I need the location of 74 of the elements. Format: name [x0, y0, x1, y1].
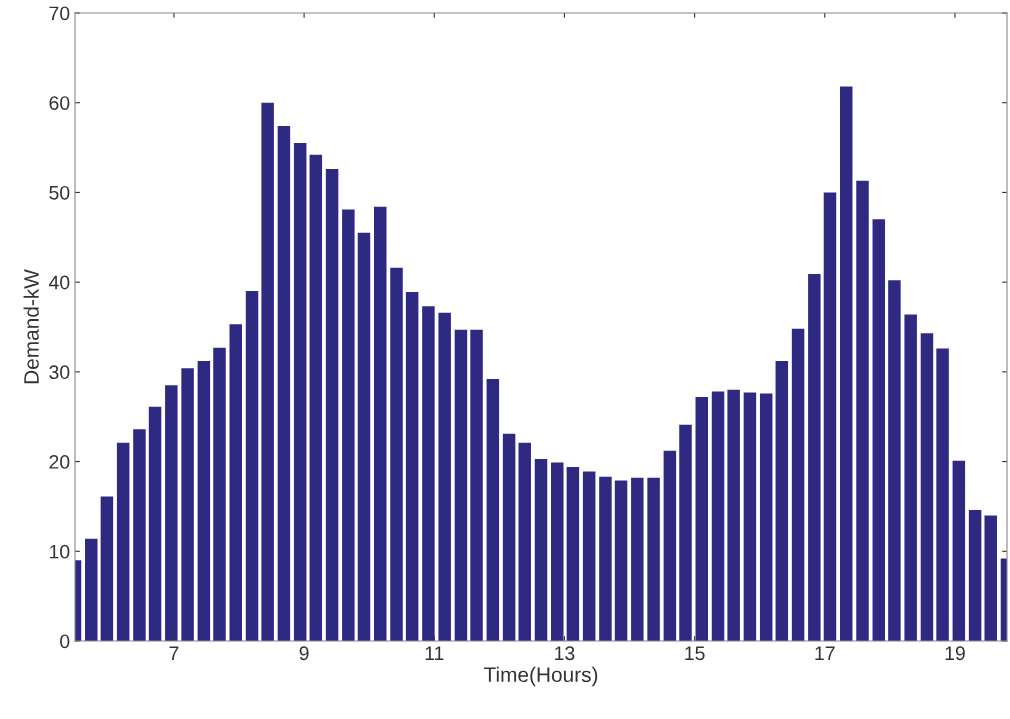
x-tick-label: 17 — [815, 646, 835, 660]
bar — [486, 379, 500, 641]
bar — [920, 333, 934, 641]
bar — [116, 442, 130, 641]
bar — [839, 86, 853, 641]
bar — [968, 510, 982, 641]
bar — [888, 280, 901, 641]
bar — [904, 314, 917, 641]
bar — [357, 232, 371, 641]
bar — [791, 328, 805, 641]
bar — [631, 477, 644, 641]
bar — [727, 389, 740, 641]
bar — [261, 102, 274, 641]
bar — [245, 291, 259, 641]
bar — [551, 462, 564, 641]
bar — [100, 496, 114, 641]
bar — [342, 209, 355, 641]
y-tick-label: 60 — [49, 96, 70, 110]
y-tick-label: 10 — [50, 544, 70, 559]
bar — [277, 126, 291, 641]
bar — [663, 450, 677, 641]
y-tick-label: 30 — [49, 365, 70, 380]
y-axis-title: Demand-kW — [23, 269, 39, 384]
bar — [936, 348, 949, 641]
bar — [293, 143, 307, 641]
bar — [165, 385, 178, 641]
bar — [133, 429, 146, 641]
x-axis-title: Time(Hours) — [483, 666, 598, 687]
bar — [390, 267, 403, 641]
bar — [373, 206, 387, 641]
y-tick-label: 0 — [60, 634, 70, 649]
bar — [181, 368, 194, 641]
x-tick-label: 7 — [169, 646, 179, 660]
bar — [743, 392, 757, 641]
bar — [823, 192, 837, 641]
bar — [984, 515, 997, 641]
bar — [808, 274, 821, 641]
x-tick-label: 19 — [945, 646, 965, 661]
y-tick-label: 40 — [48, 275, 70, 290]
x-tick-label: 11 — [425, 646, 444, 660]
bar — [518, 442, 531, 641]
bar — [872, 219, 886, 641]
bar — [582, 471, 596, 641]
x-tick-label: 13 — [555, 646, 575, 661]
bar — [422, 306, 435, 641]
bar — [775, 361, 789, 641]
bar — [325, 169, 339, 641]
bar — [679, 424, 692, 641]
bar — [309, 154, 323, 641]
bar — [534, 458, 548, 641]
bar — [438, 312, 451, 641]
bar — [614, 480, 628, 641]
bar — [695, 396, 709, 641]
bar — [454, 329, 468, 641]
bar — [148, 406, 162, 641]
bar — [213, 347, 226, 641]
bar — [197, 361, 211, 641]
x-tick-label: 15 — [685, 646, 705, 661]
bar — [85, 538, 98, 641]
bar — [599, 476, 612, 641]
bar — [470, 329, 483, 641]
bar — [711, 391, 725, 641]
y-tick-label: 70 — [49, 6, 70, 21]
bar — [647, 477, 660, 641]
bar — [502, 433, 516, 641]
bar — [229, 324, 243, 641]
bar — [566, 466, 580, 641]
bar — [856, 180, 869, 641]
bar — [405, 292, 419, 641]
bar — [759, 393, 773, 641]
y-tick-label: 50 — [49, 185, 70, 200]
bar — [952, 460, 966, 641]
x-tick-label: 9 — [299, 646, 309, 661]
y-tick-label: 20 — [49, 455, 70, 469]
